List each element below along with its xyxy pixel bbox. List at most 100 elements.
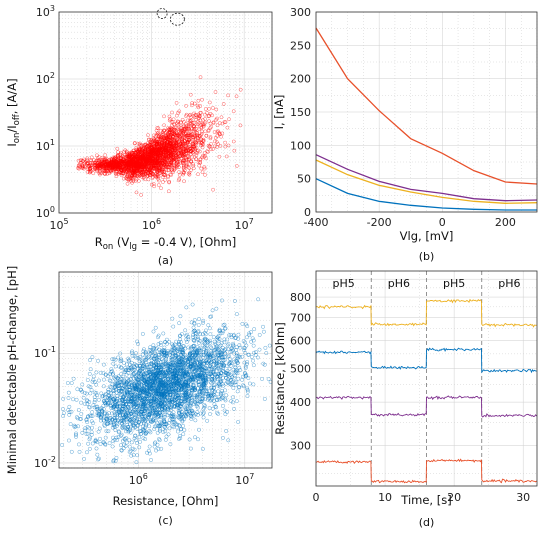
scatter-point — [199, 126, 204, 131]
scatter-point — [226, 143, 231, 148]
scatter-point — [131, 177, 136, 181]
scatter-point — [208, 332, 213, 337]
scatter-point — [168, 442, 173, 447]
scatter-point — [199, 133, 204, 137]
scatter-point — [198, 157, 202, 162]
scatter-point — [88, 358, 92, 362]
scatter-point — [214, 117, 218, 122]
scatter-point — [233, 363, 238, 368]
scatter-point — [189, 168, 193, 173]
scatter-point — [184, 127, 189, 131]
scatter-point — [96, 429, 101, 434]
scatter-point — [98, 172, 102, 177]
scatter-point — [133, 174, 137, 179]
scatter-point — [129, 163, 134, 168]
scatter-point — [85, 450, 89, 455]
scatter-point — [178, 134, 182, 139]
scatter-point — [162, 128, 166, 133]
scatter-point — [221, 323, 226, 328]
scatter-points — [76, 75, 243, 197]
scatter-point — [181, 158, 185, 163]
scatter-point — [145, 154, 150, 159]
scatter-point — [227, 117, 231, 122]
scatter-point — [190, 103, 194, 108]
outlier-marker — [156, 8, 168, 19]
scatter-point — [181, 432, 186, 437]
scatter-point — [146, 177, 151, 182]
scatter-point — [205, 111, 209, 115]
scatter-point — [166, 132, 170, 137]
scatter-point — [198, 104, 203, 108]
scatter-point — [209, 147, 213, 152]
scatter-point — [184, 160, 189, 164]
scatter-point — [96, 397, 101, 402]
scatter-point — [120, 154, 125, 159]
scatter-point — [177, 178, 181, 183]
scatter-point — [203, 153, 207, 158]
scatter-point — [75, 387, 80, 392]
scatter-point — [99, 163, 103, 168]
scatter-point — [167, 127, 172, 131]
scatter-point — [138, 439, 143, 444]
scatter-point — [104, 166, 109, 171]
scatter-point — [147, 147, 152, 152]
scatter-point — [129, 440, 134, 445]
scatter-point — [126, 359, 131, 363]
scatter-point — [142, 355, 147, 360]
scatter-point — [219, 134, 223, 139]
scatter-point — [208, 136, 213, 141]
y-axis-label: Ion/Ioff, [A/A] — [5, 78, 22, 146]
scatter-point — [92, 158, 96, 162]
scatter-point — [178, 433, 182, 438]
scatter-point — [101, 362, 106, 367]
scatter-point — [172, 122, 177, 127]
scatter-point — [166, 175, 170, 180]
scatter-point — [206, 323, 211, 328]
scatter-point — [163, 152, 168, 157]
scatter-point — [205, 149, 210, 154]
scatter-point — [251, 363, 256, 368]
scatter-point — [147, 444, 152, 449]
scatter-point — [94, 166, 98, 171]
scatter-point — [181, 124, 185, 129]
scatter-point — [201, 415, 206, 420]
scatter-point — [79, 158, 84, 163]
scatter-point — [177, 109, 182, 114]
scatter-point — [220, 435, 225, 440]
scatter-point — [96, 165, 100, 170]
scatter-point — [116, 150, 120, 155]
scatter-point — [116, 171, 121, 176]
scatter-point — [184, 337, 189, 342]
y-tick-label: 200 — [290, 73, 311, 86]
scatter-point — [178, 314, 183, 319]
scatter-point — [157, 178, 161, 183]
scatter-point — [186, 158, 191, 163]
scatter-point — [155, 430, 160, 435]
scatter-point — [102, 160, 107, 164]
scatter-point — [95, 167, 99, 172]
y-tick-label: 50 — [297, 173, 311, 186]
scatter-point — [207, 106, 211, 111]
scatter-point — [211, 106, 215, 110]
scatter-point — [188, 119, 193, 123]
scatter-point — [118, 443, 123, 448]
scatter-point — [204, 156, 208, 161]
scatter-point — [163, 165, 168, 170]
scatter-point — [167, 426, 172, 431]
scatter-point — [198, 160, 202, 164]
scatter-point — [252, 327, 257, 332]
scatter-point — [133, 178, 138, 183]
scatter-point — [182, 170, 186, 175]
scatter-points — [60, 297, 273, 465]
panel-caption: (b) — [419, 250, 435, 263]
scatter-point — [132, 141, 137, 146]
scatter-point — [196, 138, 201, 143]
scatter-point — [211, 121, 216, 125]
scatter-point — [227, 353, 231, 358]
scatter-point — [182, 147, 187, 152]
scatter-point — [149, 143, 153, 148]
scatter-point — [155, 126, 160, 130]
scatter-point — [186, 125, 191, 130]
scatter-point — [232, 148, 237, 153]
